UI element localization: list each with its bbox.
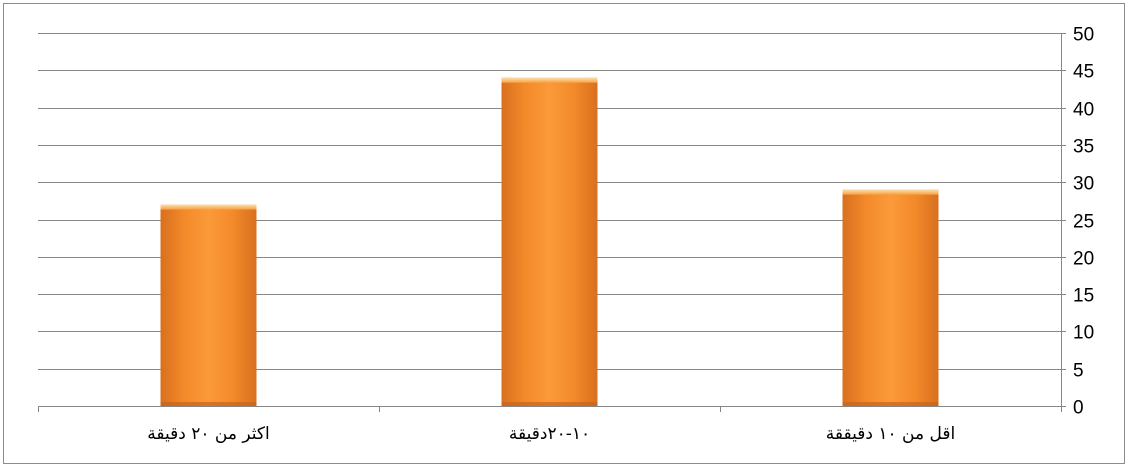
y-tick-label: 45 xyxy=(1073,62,1094,83)
y-tick-label: 35 xyxy=(1073,137,1094,158)
y-tick-label: 40 xyxy=(1073,100,1094,121)
axes xyxy=(38,33,1066,412)
bar xyxy=(842,189,939,406)
y-tick-label: 30 xyxy=(1073,174,1094,195)
y-tick-label: 15 xyxy=(1073,286,1094,307)
y-tick-label: 20 xyxy=(1073,249,1094,270)
x-category-label: ١٠-٢٠دقيقة xyxy=(509,424,590,444)
bars xyxy=(160,77,939,406)
x-category-labels: اكثر من ٢٠ دقيقة ١٠-٢٠دقيقة اقل من ١٠ دقيق… xyxy=(147,424,955,444)
y-tick-label: 10 xyxy=(1073,323,1094,344)
x-category-label: اقل من ١٠ دقيققة xyxy=(826,424,955,444)
y-tick-labels: 0 5 10 15 20 25 30 35 40 45 50 xyxy=(1073,25,1094,419)
y-tick-label: 0 xyxy=(1073,398,1084,419)
x-category-label: اكثر من ٢٠ دقيقة xyxy=(147,424,269,444)
bar xyxy=(160,204,257,406)
y-tick-label: 5 xyxy=(1073,361,1084,382)
y-tick-label: 25 xyxy=(1073,212,1094,233)
bar xyxy=(501,77,598,406)
y-tick-label: 50 xyxy=(1073,25,1094,46)
